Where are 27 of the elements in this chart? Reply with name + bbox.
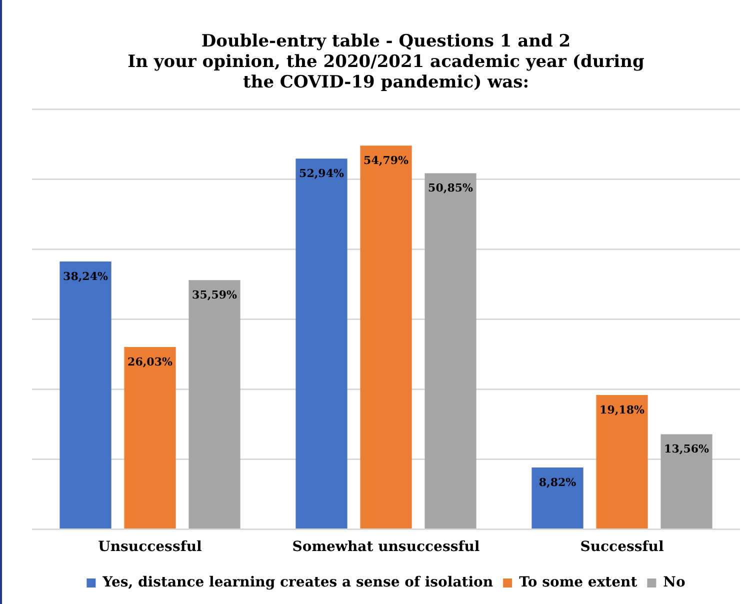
data-label: 13,56% [664, 442, 710, 456]
data-label: 52,94% [299, 166, 344, 180]
bar [188, 280, 240, 528]
data-label: 8,82% [538, 476, 577, 489]
data-label: 26,03% [128, 355, 173, 368]
data-label: 50,85% [428, 182, 474, 195]
data-label: 19,18% [600, 403, 645, 416]
data-label: 35,59% [192, 288, 238, 302]
bar [360, 146, 412, 528]
data-label: 54,79% [364, 154, 409, 168]
text: Double-entry table - Questions 1 and 2 [201, 32, 571, 52]
bar [296, 158, 348, 528]
text: the COVID-19 pandemic) was: [242, 72, 530, 92]
x-tick-label: Successful [580, 539, 664, 556]
bar [60, 262, 112, 528]
bar [424, 173, 476, 528]
bar [596, 394, 648, 528]
bar [532, 467, 584, 528]
bar [124, 346, 176, 528]
data-label: 38,24% [63, 270, 108, 283]
x-tick-label: Unsuccessful [98, 539, 202, 556]
legend-label: Yes, distance learning creates a sense of isolation [102, 574, 494, 591]
legend-label: No [663, 574, 686, 591]
x-tick-label: Somewhat unsuccessful [292, 539, 480, 556]
text: In your opinion, the 2020/2021 academic year (during [128, 52, 644, 72]
legend-label: To some extent [519, 574, 638, 591]
bar [660, 434, 712, 528]
